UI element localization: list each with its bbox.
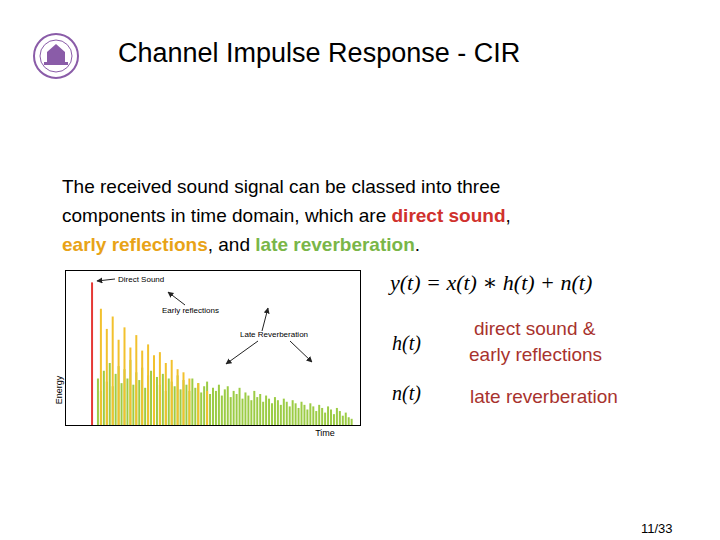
html-text:early reflections: early reflections xyxy=(469,344,603,365)
html-text:early reflections, and late re: early reflections, and late reverberatio… xyxy=(62,234,420,255)
html-text:components in time domain, whi: components in time domain, which are dir… xyxy=(62,205,511,226)
html-text:n(t): n(t) xyxy=(392,382,421,404)
svg-text:Direct Sound: Direct Sound xyxy=(118,275,164,284)
svg-text:Late Reverberation: Late Reverberation xyxy=(240,330,308,339)
html-text:direct sound &: direct sound & xyxy=(474,318,596,339)
html-text:h(t): h(t) xyxy=(392,332,421,354)
html-text:y(t) = x(t) ∗ h(t) + n(t): y(t) = x(t) ∗ h(t) + n(t) xyxy=(390,270,593,295)
html-text:late reverberation: late reverberation xyxy=(470,386,618,407)
svg-text:Time: Time xyxy=(315,428,335,438)
html-text:Channel Impulse Response - CIR: Channel Impulse Response - CIR xyxy=(118,38,521,68)
html-text:The received sound signal can: The received sound signal can be classed… xyxy=(62,176,501,197)
svg-text:Energy: Energy xyxy=(54,375,64,404)
svg-text:Early reflections: Early reflections xyxy=(162,306,219,315)
html-text:11/33: 11/33 xyxy=(641,521,673,536)
